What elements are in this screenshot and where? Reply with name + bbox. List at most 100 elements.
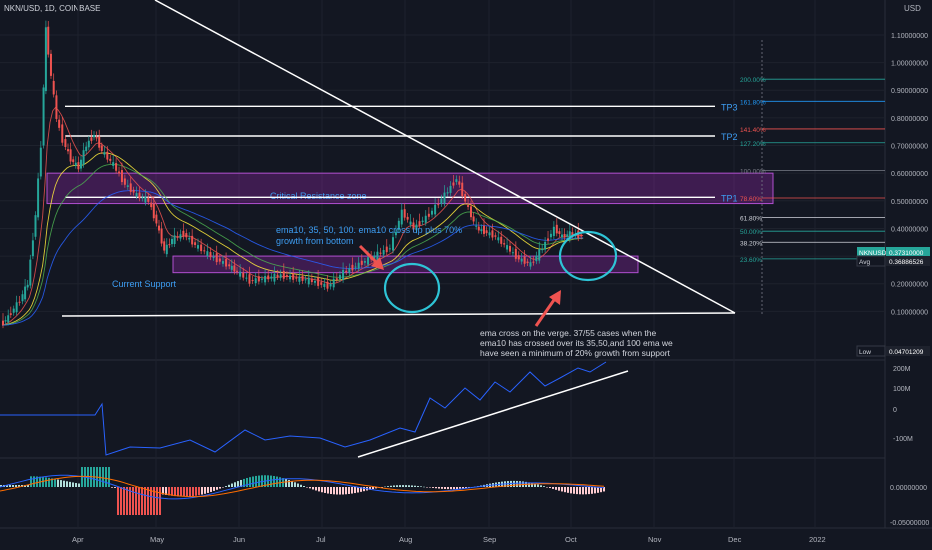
candle-body [203, 250, 206, 252]
macd-bar [213, 487, 215, 491]
macd-bar [354, 487, 356, 494]
macd-bar [408, 485, 410, 487]
candle-body [34, 215, 37, 237]
candle-body [64, 139, 67, 147]
macd-indicator [0, 467, 605, 515]
candle-body [225, 259, 228, 267]
macd-bar [435, 487, 437, 489]
candle-body [382, 250, 385, 255]
fib-label-3: 127.20% [740, 141, 766, 148]
macd-bar [288, 480, 290, 487]
macd-bar [273, 475, 275, 487]
annotation-text-2a: ema cross on the verge. 37/55 cases when… [480, 328, 657, 338]
candle-body [292, 273, 295, 280]
candle-body [517, 255, 520, 260]
candle-body [568, 231, 571, 240]
macd-bar [549, 487, 551, 489]
macd-bar [141, 487, 143, 515]
macd-bar [51, 478, 53, 487]
macd-bar [306, 487, 308, 488]
macd-bar [234, 482, 236, 487]
macd-bar [456, 487, 458, 490]
arrow-annotation-2 [534, 290, 561, 327]
macd-axis: 0.00000000 -0.05000000 [890, 485, 929, 527]
candle-body [506, 245, 509, 250]
candle-body [251, 280, 254, 282]
price-axis[interactable]: 1.10000000 1.00000000 0.90000000 0.80000000… [891, 33, 928, 316]
time-tick-3: Jul [316, 535, 326, 544]
time-tick-5: Sep [483, 535, 496, 544]
macd-bar [513, 480, 515, 487]
fib-label-9: 23.60% [740, 257, 762, 264]
macd-bar [303, 485, 305, 487]
candle-body [58, 119, 61, 128]
macd-bar [156, 487, 158, 515]
candle-body [69, 149, 72, 162]
candle-body [304, 279, 307, 281]
macd-bar [405, 485, 407, 487]
time-axis[interactable]: Apr May Jun Jul Aug Sep Oct Nov Dec 2022 [72, 535, 826, 544]
candle-body [173, 235, 176, 244]
candle-body [163, 241, 166, 251]
time-tick-0: Apr [72, 535, 84, 544]
candle-body [194, 242, 197, 246]
macd-bar [462, 487, 464, 489]
candle-body [273, 273, 276, 282]
volume-uptrend-line[interactable] [357, 370, 629, 458]
macd-bar [432, 487, 434, 488]
candle-body [165, 244, 168, 255]
macd-bar [123, 487, 125, 515]
price-tick-7: 0.40000000 [891, 226, 928, 233]
candle-body [182, 230, 185, 237]
price-tag-name-2: Low [859, 349, 871, 356]
macd-bar [72, 482, 74, 487]
candle-body [106, 151, 109, 160]
macd-bar [300, 484, 302, 487]
macd-bar [291, 481, 293, 487]
macd-bar [546, 487, 548, 488]
macd-bar [417, 486, 419, 487]
macd-bar [594, 487, 596, 494]
macd-bar [162, 487, 164, 495]
support-baseline[interactable] [61, 312, 736, 317]
macd-bar [411, 485, 413, 487]
macd-bar [252, 476, 254, 487]
macd-bar [573, 487, 575, 494]
macd-bar [285, 479, 287, 487]
candle-body [31, 240, 34, 257]
macd-bar [105, 467, 107, 487]
candle-body [483, 225, 485, 234]
candle-body [147, 197, 150, 202]
macd-bar [57, 479, 59, 487]
candle-body [49, 53, 52, 76]
macd-bar [591, 487, 593, 494]
volume-tick-2: 0 [893, 407, 897, 414]
macd-bar [75, 482, 77, 487]
candle-body [409, 221, 412, 225]
candle-body [580, 234, 583, 237]
macd-bar [333, 487, 335, 495]
macd-bar [198, 487, 200, 496]
macd-bar [570, 487, 572, 494]
candle-body [109, 158, 112, 161]
candle-body [141, 197, 144, 199]
candle-body [412, 222, 415, 230]
macd-bar [312, 487, 314, 490]
macd-bar [276, 476, 278, 487]
macd-bar [558, 487, 560, 491]
macd-bar [357, 487, 359, 493]
macd-bar [177, 487, 179, 497]
candle-body [314, 280, 316, 283]
macd-bar [78, 483, 80, 487]
zone-label-0: Critical Resistance zone [270, 191, 367, 201]
descending-trendline[interactable] [154, 0, 736, 314]
candle-body [123, 178, 126, 185]
macd-bar [216, 487, 218, 490]
candle-body [571, 232, 574, 236]
candle-body [168, 244, 171, 246]
macd-bar [552, 487, 554, 489]
candle-body [171, 238, 173, 245]
candle-body [467, 205, 470, 207]
candle-body [87, 140, 90, 148]
